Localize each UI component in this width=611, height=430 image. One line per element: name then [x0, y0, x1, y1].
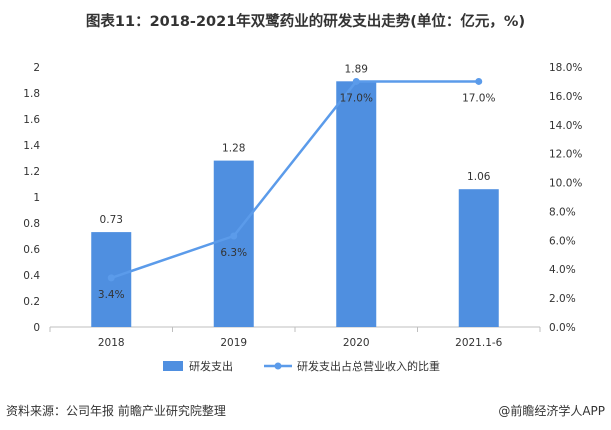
legend: 研发支出 研发支出占总营业收入的比重 — [163, 359, 440, 373]
chart-area: 2018 2019 2020 2021.1-6 0 0.2 0.4 0.6 0.8 1 1.2 1.4… — [23, 62, 582, 373]
bar — [336, 81, 377, 327]
y-right-tick-label: 10.0% — [549, 178, 582, 190]
bar-value-label: 0.73 — [100, 214, 123, 226]
y-left-tick-label: 0.4 — [23, 270, 40, 282]
footer: 资料来源：公司年报 前瞻产业研究院整理 @前瞻经济学人APP — [6, 402, 605, 420]
bar-value-label: 1.89 — [345, 63, 368, 75]
data-labels: 0.73 1.28 1.89 1.06 3.4% 6.3% 17.0% 17.0% — [98, 63, 496, 301]
legend-line-marker — [274, 362, 282, 370]
chart-title: 图表11：2018-2021年双鹭药业的研发支出走势(单位：亿元，%) — [85, 14, 526, 30]
bar — [458, 189, 499, 327]
line-value-label: 17.0% — [462, 92, 495, 104]
y-right-tick-label: 6.0% — [549, 235, 576, 247]
y-left-tick-label: 1.4 — [23, 140, 40, 152]
x-tick-label: 2018 — [98, 337, 125, 349]
y-left-tick-label: 0.8 — [23, 218, 40, 230]
y-left-tick-label: 1.8 — [23, 88, 40, 100]
y-left-tick-label: 1.6 — [23, 114, 40, 126]
x-tick-label: 2021.1-6 — [455, 337, 503, 349]
y-left-tick-label: 0.2 — [23, 296, 40, 308]
line-value-label: 17.0% — [340, 92, 373, 104]
y-right-tick-label: 12.0% — [549, 149, 582, 161]
line-point — [107, 274, 115, 282]
y-left-tick-label: 1.2 — [23, 166, 40, 178]
bar-series — [91, 81, 499, 327]
source-note: 资料来源：公司年报 前瞻产业研究院整理 — [6, 404, 226, 418]
y-right-tick-label: 18.0% — [549, 62, 582, 74]
y-right-tick-label: 2.0% — [549, 293, 576, 305]
line-path — [110, 80, 479, 280]
y-left-tick-label: 0 — [33, 322, 40, 334]
bar-value-label: 1.06 — [467, 171, 491, 183]
y-right-tick-label: 0.0% — [549, 322, 576, 334]
x-tick-label: 2020 — [343, 337, 370, 349]
y-left-tick-label: 1 — [33, 192, 40, 204]
line-point — [475, 77, 483, 85]
y-left-tick-label: 2 — [33, 62, 40, 74]
y-right-tick-label: 4.0% — [549, 264, 576, 276]
y-right-tick-label: 16.0% — [549, 91, 582, 103]
line-point — [230, 232, 238, 240]
line-value-label: 3.4% — [98, 289, 125, 301]
axes: 2018 2019 2020 2021.1-6 0 0.2 0.4 0.6 0.8 1 1.2 1.4… — [23, 62, 582, 349]
line-series — [107, 77, 483, 282]
line-value-label: 6.3% — [220, 247, 247, 259]
y-right-tick-label: 14.0% — [549, 120, 582, 132]
line-point — [352, 77, 360, 85]
legend-line-label: 研发支出占总营业收入的比重 — [297, 359, 440, 373]
legend-bar-swatch — [163, 361, 183, 371]
legend-bar-label: 研发支出 — [189, 359, 233, 373]
bar — [213, 160, 254, 327]
y-left-tick-label: 0.6 — [23, 244, 40, 256]
y-right-tick-label: 8.0% — [549, 206, 576, 218]
credit-note: @前瞻经济学人APP — [498, 404, 605, 418]
bar-value-label: 1.28 — [222, 143, 245, 155]
x-tick-label: 2019 — [220, 337, 247, 349]
